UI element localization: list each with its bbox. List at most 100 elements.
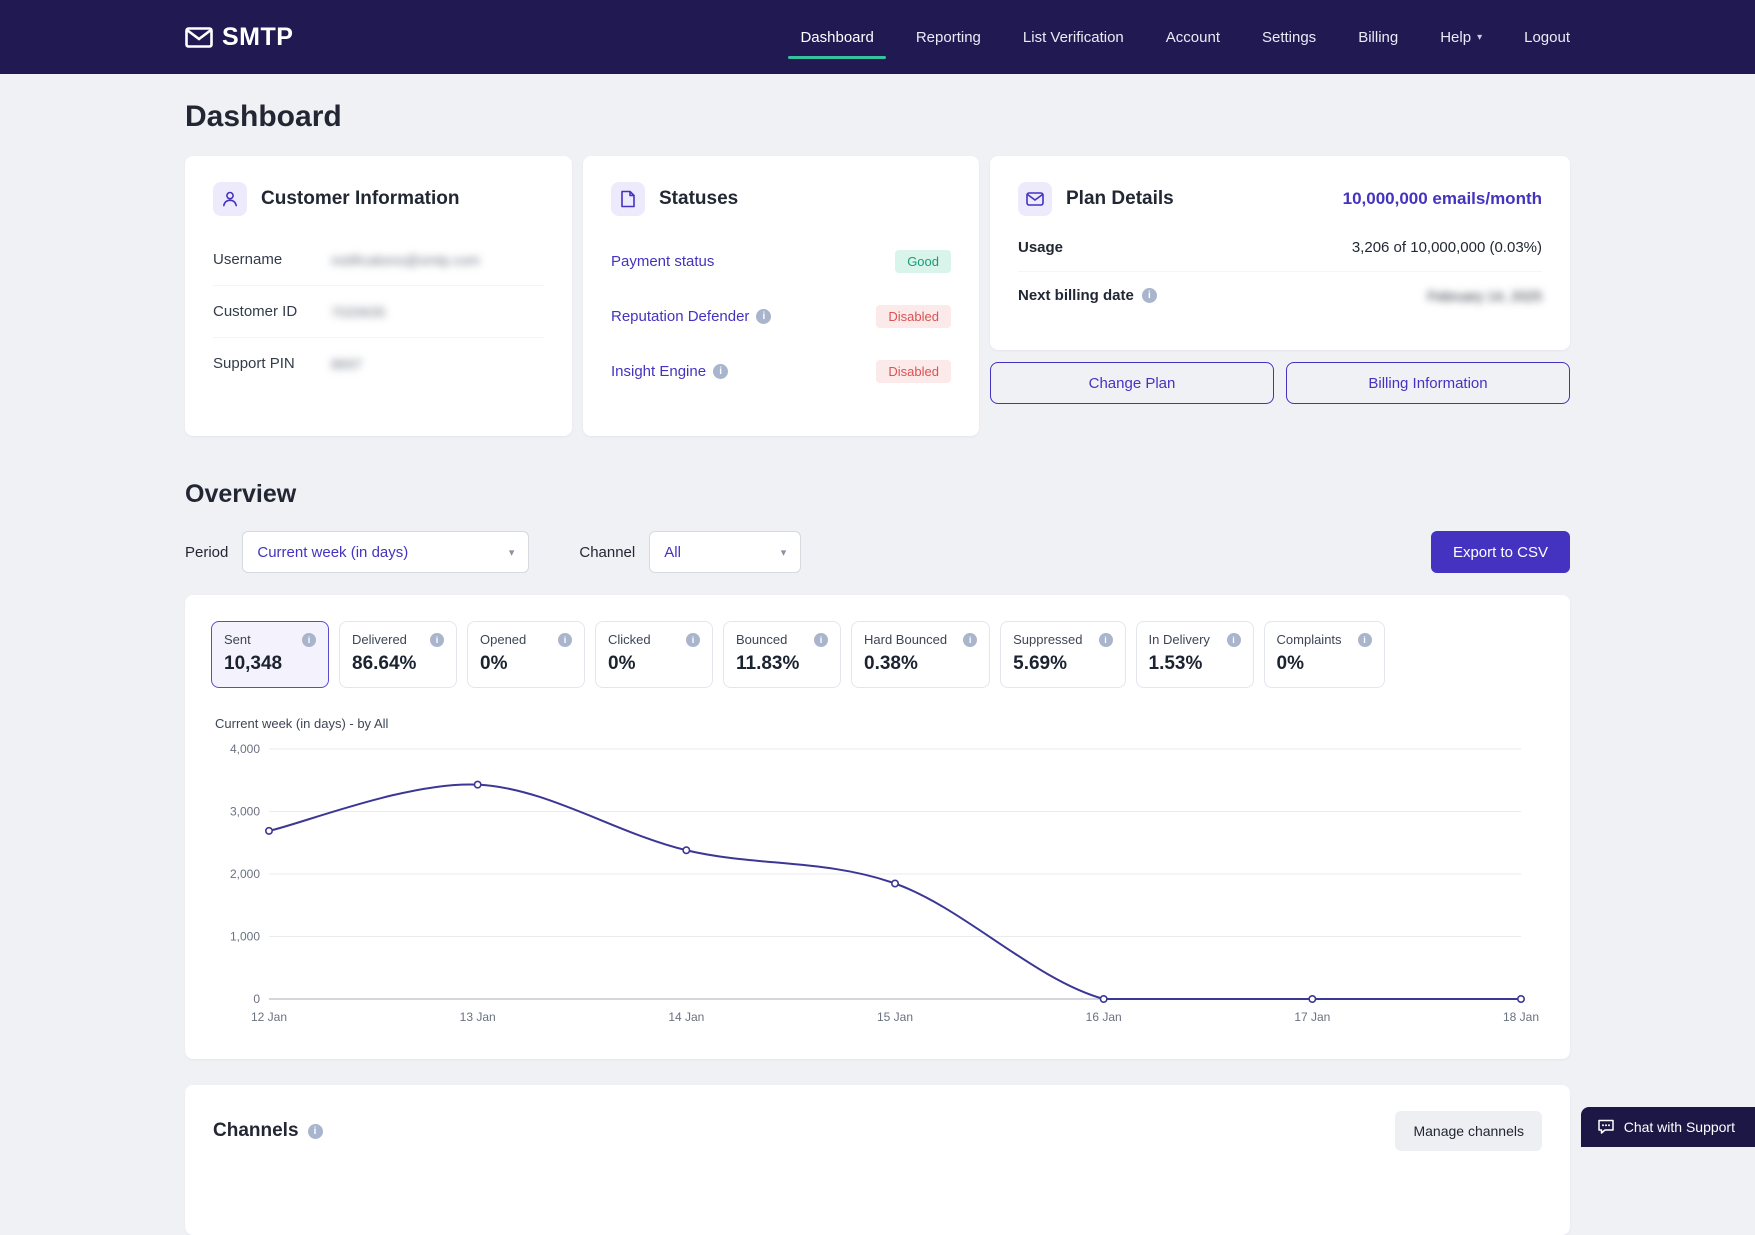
stat-value: 1.53% bbox=[1149, 653, 1241, 675]
info-icon[interactable]: i bbox=[1142, 288, 1157, 303]
stat-value: 0% bbox=[608, 653, 700, 675]
info-icon[interactable]: i bbox=[558, 633, 572, 647]
channel-label: Channel bbox=[579, 544, 635, 561]
info-icon[interactable]: i bbox=[308, 1124, 323, 1139]
payment-status-label: Payment status bbox=[611, 253, 714, 270]
nav-item-list-verification[interactable]: List Verification bbox=[1023, 29, 1124, 46]
plan-quota: 10,000,000 emails/month bbox=[1343, 189, 1542, 209]
stat-label: Sent bbox=[224, 632, 251, 647]
stat-value: 0% bbox=[1277, 653, 1372, 675]
insight-engine-badge: Disabled bbox=[876, 360, 951, 383]
nav-item-label: Billing bbox=[1358, 29, 1398, 46]
top-nav: SMTP Dashboard Reporting List Verificati… bbox=[0, 0, 1755, 74]
username-value: notifications@smtp.com bbox=[331, 252, 480, 268]
customer-id-row: Customer ID 7020635 bbox=[213, 286, 544, 338]
svg-text:1,000: 1,000 bbox=[230, 930, 260, 944]
svg-text:13 Jan: 13 Jan bbox=[460, 1010, 496, 1024]
dashboard-page: Dashboard Customer Information Username … bbox=[185, 100, 1570, 1235]
manage-channels-button[interactable]: Manage channels bbox=[1395, 1111, 1542, 1151]
svg-text:14 Jan: 14 Jan bbox=[668, 1010, 704, 1024]
next-billing-label: Next billing date bbox=[1018, 287, 1134, 304]
user-icon bbox=[213, 182, 247, 216]
change-plan-button[interactable]: Change Plan bbox=[990, 362, 1274, 404]
support-pin-value: 8697 bbox=[331, 356, 362, 372]
nav-item-dashboard[interactable]: Dashboard bbox=[800, 29, 873, 46]
reputation-defender-label: Reputation Defender bbox=[611, 308, 749, 325]
usage-label: Usage bbox=[1018, 239, 1063, 256]
svg-text:18 Jan: 18 Jan bbox=[1503, 1010, 1539, 1024]
nav-item-label: Settings bbox=[1262, 29, 1316, 46]
username-label: Username bbox=[213, 251, 331, 268]
svg-text:2,000: 2,000 bbox=[230, 867, 260, 881]
chevron-down-icon: ▾ bbox=[509, 546, 515, 559]
info-icon[interactable]: i bbox=[686, 633, 700, 647]
channel-select[interactable]: All ▾ bbox=[649, 531, 801, 573]
period-label: Period bbox=[185, 544, 228, 561]
nav-item-logout[interactable]: Logout bbox=[1524, 29, 1570, 46]
nav-item-billing[interactable]: Billing bbox=[1358, 29, 1398, 46]
info-icon[interactable]: i bbox=[713, 364, 728, 379]
nav-item-settings[interactable]: Settings bbox=[1262, 29, 1316, 46]
stat-sent[interactable]: Sent i 10,348 bbox=[211, 621, 329, 688]
chevron-down-icon: ▾ bbox=[781, 546, 787, 559]
period-select[interactable]: Current week (in days) ▾ bbox=[242, 531, 529, 573]
stat-value: 86.64% bbox=[352, 653, 444, 675]
nav-item-help[interactable]: Help▾ bbox=[1440, 29, 1482, 46]
info-icon[interactable]: i bbox=[302, 633, 316, 647]
main-navigation: Dashboard Reporting List Verification Ac… bbox=[800, 29, 1570, 46]
stat-value: 10,348 bbox=[224, 653, 316, 675]
brand-logo[interactable]: SMTP bbox=[185, 23, 293, 52]
payment-status-row: Payment status Good bbox=[611, 234, 951, 289]
info-icon[interactable]: i bbox=[1099, 633, 1113, 647]
chat-icon bbox=[1597, 1119, 1615, 1135]
statuses-title: Statuses bbox=[659, 188, 738, 210]
support-pin-label: Support PIN bbox=[213, 355, 331, 372]
info-icon[interactable]: i bbox=[756, 309, 771, 324]
channels-card: Channels i Manage channels bbox=[185, 1085, 1570, 1235]
reputation-defender-badge: Disabled bbox=[876, 305, 951, 328]
chat-with-support-button[interactable]: Chat with Support bbox=[1581, 1107, 1755, 1147]
nav-item-account[interactable]: Account bbox=[1166, 29, 1220, 46]
chat-label: Chat with Support bbox=[1624, 1119, 1735, 1135]
chevron-down-icon: ▾ bbox=[1477, 32, 1482, 43]
chart-title: Current week (in days) - by All bbox=[211, 716, 1544, 731]
stat-label: Suppressed bbox=[1013, 632, 1082, 647]
reputation-defender-row: Reputation Defender i Disabled bbox=[611, 289, 951, 344]
customer-id-value: 7020635 bbox=[331, 304, 386, 320]
info-icon[interactable]: i bbox=[963, 633, 977, 647]
stat-opened[interactable]: Opened i 0% bbox=[467, 621, 585, 688]
svg-text:17 Jan: 17 Jan bbox=[1294, 1010, 1330, 1024]
support-pin-row: Support PIN 8697 bbox=[213, 338, 544, 389]
svg-text:16 Jan: 16 Jan bbox=[1086, 1010, 1122, 1024]
info-icon[interactable]: i bbox=[430, 633, 444, 647]
nav-item-label: Logout bbox=[1524, 29, 1570, 46]
stat-value: 0% bbox=[480, 653, 572, 675]
usage-row: Usage 3,206 of 10,000,000 (0.03%) bbox=[1018, 224, 1542, 272]
export-csv-button[interactable]: Export to CSV bbox=[1431, 531, 1570, 573]
stat-suppressed[interactable]: Suppressed i 5.69% bbox=[1000, 621, 1125, 688]
brand-text: SMTP bbox=[222, 23, 293, 52]
info-icon[interactable]: i bbox=[814, 633, 828, 647]
stat-value: 11.83% bbox=[736, 653, 828, 675]
statuses-card: Statuses Payment status Good Reputation … bbox=[583, 156, 979, 436]
stat-value: 5.69% bbox=[1013, 653, 1112, 675]
nav-item-label: List Verification bbox=[1023, 29, 1124, 46]
stat-label: Opened bbox=[480, 632, 526, 647]
nav-item-reporting[interactable]: Reporting bbox=[916, 29, 981, 46]
nav-item-label: Dashboard bbox=[800, 29, 873, 46]
billing-information-button[interactable]: Billing Information bbox=[1286, 362, 1570, 404]
nav-item-label: Account bbox=[1166, 29, 1220, 46]
info-icon[interactable]: i bbox=[1358, 633, 1372, 647]
envelope-icon bbox=[1018, 182, 1052, 216]
envelope-logo-icon bbox=[185, 27, 213, 48]
info-icon[interactable]: i bbox=[1227, 633, 1241, 647]
